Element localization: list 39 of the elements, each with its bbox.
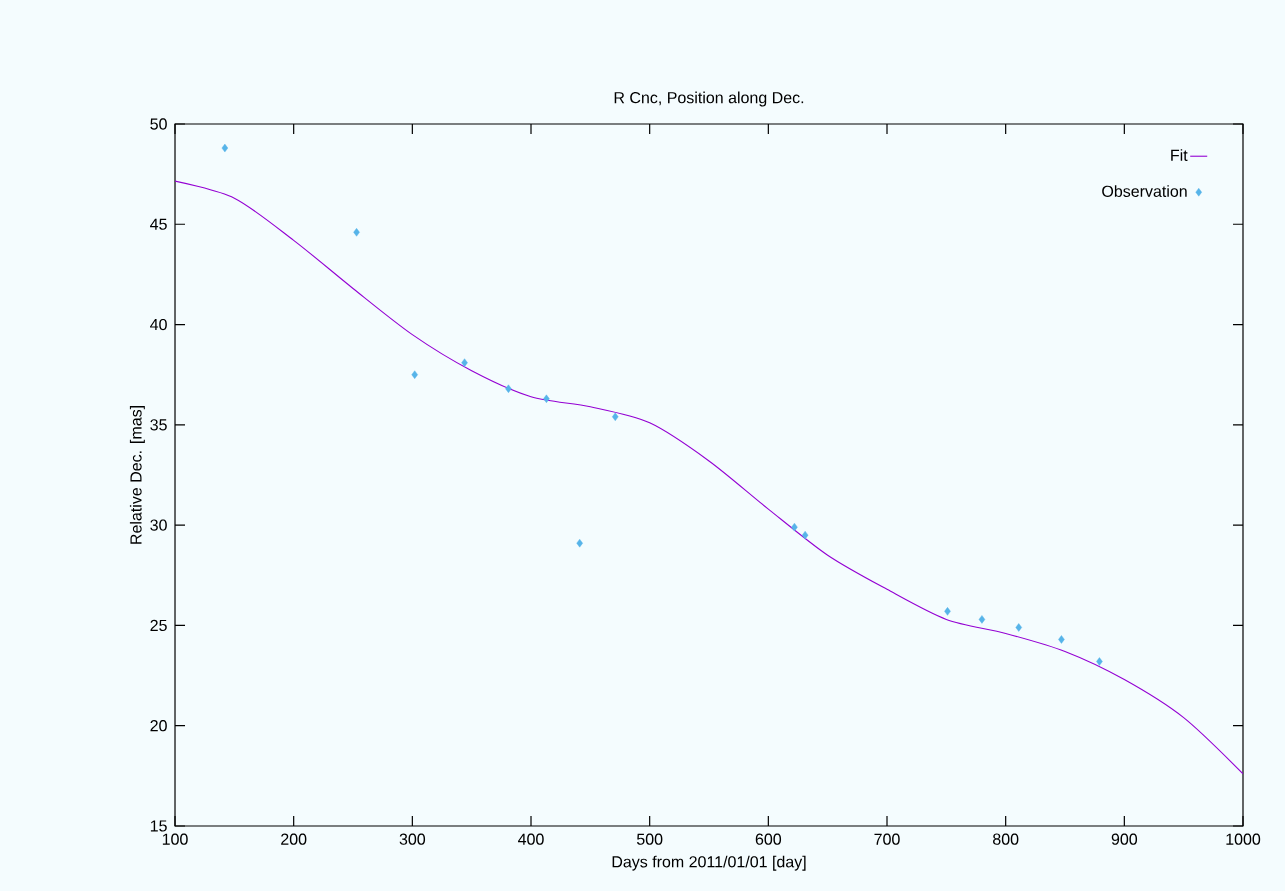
legend-label: Fit xyxy=(1171,149,1188,161)
y-tick-label: 25 xyxy=(150,619,167,632)
point xyxy=(1015,623,1022,632)
x-tick-label: 700 xyxy=(874,833,900,845)
y-tick-label: 20 xyxy=(150,720,167,732)
x-tick-label: 200 xyxy=(281,833,307,845)
point xyxy=(944,607,951,616)
x-tick-label: 1000 xyxy=(1226,833,1261,845)
y-tick-label: 30 xyxy=(150,519,167,531)
x-tick-label: 100 xyxy=(162,833,188,845)
x-tick-label: 300 xyxy=(399,833,426,845)
y-tick-label: 15 xyxy=(150,820,167,832)
x-axis-title: Days from 2011/01/01 [day] xyxy=(612,855,806,871)
x-tick-label: 800 xyxy=(993,833,1019,845)
x-tick-label: 600 xyxy=(755,833,782,845)
chart-title: R Cnc, Position along Dec. xyxy=(614,91,804,107)
y-tick-label: 35 xyxy=(150,419,167,431)
y-tick-label: 45 xyxy=(150,218,167,230)
x-tick-label: 900 xyxy=(1111,833,1138,845)
point xyxy=(576,538,583,548)
legend-label: Observation xyxy=(1102,185,1187,197)
point xyxy=(1096,657,1103,666)
point xyxy=(1058,635,1065,644)
point xyxy=(505,384,512,393)
y-tick-label: 50 xyxy=(150,118,167,130)
point xyxy=(411,370,418,379)
point xyxy=(612,412,619,422)
point xyxy=(791,522,798,532)
point xyxy=(801,530,809,540)
point xyxy=(978,615,986,624)
x-tick-label: 400 xyxy=(518,833,544,845)
y-axis-title: Relative Dec. [mas] xyxy=(129,406,145,544)
point xyxy=(221,143,229,153)
point xyxy=(353,228,360,237)
point xyxy=(543,394,550,403)
y-tick-label: 40 xyxy=(150,318,167,331)
x-tick-label: 500 xyxy=(636,833,663,845)
line-series xyxy=(175,180,1243,775)
point xyxy=(461,358,468,367)
